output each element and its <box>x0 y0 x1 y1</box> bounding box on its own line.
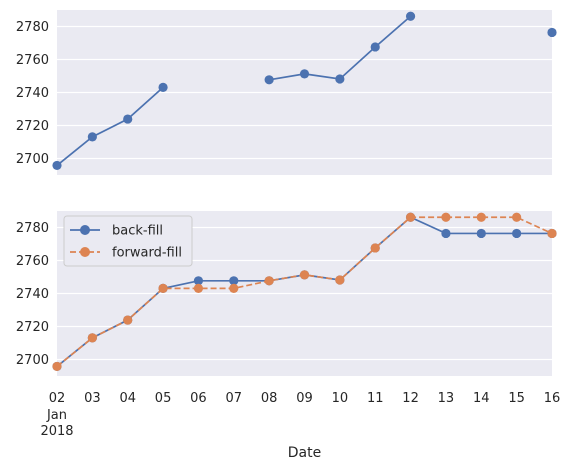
x-tick-04: 04 <box>119 391 136 406</box>
bottom-forward-fill-point-2018-01-09 <box>299 270 310 280</box>
bottom-forward-fill-point-2018-01-03 <box>87 333 97 343</box>
top-gridlines <box>57 25 552 160</box>
x-axis-label: Date <box>288 445 321 461</box>
x-tick-sublabel-2018: 2018 <box>40 424 73 439</box>
top-series-0-point-2018-01-12 <box>405 11 416 21</box>
top-series-0-point-2018-01-11 <box>370 42 380 52</box>
bottom-back-fill-point-2018-01-14 <box>476 228 486 239</box>
top-series-0-line-0 <box>56 86 164 167</box>
legend-box <box>63 215 193 267</box>
top-y-tick-2700: 2700 <box>16 152 49 167</box>
bottom-forward-fill-point-2018-01-10 <box>335 275 345 285</box>
top-y-tick-labels: 2700 2720 2740 2760 2780 <box>16 20 49 167</box>
x-tick-08: 08 <box>261 391 278 406</box>
bottom-forward-fill-point-2018-01-14 <box>476 212 486 222</box>
bottom-forward-fill-point-2018-01-05 <box>158 283 168 293</box>
bottom-forward-fill-point-2018-01-12 <box>405 212 416 222</box>
x-tick-11: 11 <box>367 391 384 406</box>
bottom-y-tick-2720: 2720 <box>16 320 49 335</box>
x-tick-05: 05 <box>155 391 172 406</box>
x-tick-14: 14 <box>473 391 490 406</box>
top-series-0-point-2018-01-16 <box>547 27 557 38</box>
bottom-y-tick-2760: 2760 <box>16 254 49 269</box>
top-series-0-point-2018-01-09 <box>299 69 310 79</box>
bottom-forward-fill-point-2018-01-02 <box>52 361 62 372</box>
bottom-forward-fill-point-2018-01-11 <box>370 243 380 253</box>
legend-label-back-fill: back-fill <box>112 224 163 239</box>
x-tick-07: 07 <box>226 391 243 406</box>
bottom-back-fill-point-2018-01-15 <box>512 228 522 239</box>
top-series-0-point-2018-01-04 <box>123 114 133 124</box>
top-y-tick-2760: 2760 <box>16 53 49 68</box>
legend-marker-back-fill <box>80 225 90 235</box>
bottom-y-tick-2740: 2740 <box>16 287 49 302</box>
top-y-tick-2740: 2740 <box>16 86 49 101</box>
legend: back-fill forward-fill <box>63 215 193 267</box>
bottom-back-fill-point-2018-01-07 <box>229 276 239 286</box>
x-tick-03: 03 <box>84 391 101 406</box>
bottom-forward-fill-point-2018-01-16 <box>547 228 557 239</box>
x-tick-09: 09 <box>296 391 313 406</box>
x-tick-10: 10 <box>332 391 349 406</box>
legend-label-forward-fill: forward-fill <box>112 246 182 261</box>
x-tick-02: 02 <box>49 391 66 406</box>
bottom-back-fill-point-2018-01-13 <box>441 228 451 239</box>
top-panel: 2700 2720 2740 2760 2780 <box>16 10 557 175</box>
bottom-panel: 2700 2720 2740 2760 2780 02 03 04 05 06 07 08 09 10 1… <box>16 211 560 461</box>
top-series-0-point-2018-01-05 <box>158 82 168 92</box>
legend-marker-forward-fill <box>80 247 90 257</box>
x-tick-15: 15 <box>508 391 525 406</box>
top-series-group <box>52 11 557 171</box>
top-series-0-point-2018-01-08 <box>264 75 274 85</box>
top-y-tick-2780: 2780 <box>16 20 49 35</box>
bottom-forward-fill-point-2018-01-13 <box>441 212 451 222</box>
x-tick-sublabel-Jan: Jan <box>46 408 67 423</box>
x-tick-13: 13 <box>438 391 455 406</box>
bottom-forward-fill-point-2018-01-07 <box>229 283 239 293</box>
top-series-0-point-2018-01-10 <box>335 74 345 84</box>
bottom-forward-fill-point-2018-01-06 <box>193 283 204 293</box>
bottom-series-group <box>52 212 557 372</box>
bottom-forward-fill-point-2018-01-15 <box>512 212 522 222</box>
top-series-0-point-2018-01-02 <box>52 160 62 171</box>
x-tick-16: 16 <box>544 391 561 406</box>
bottom-forward-fill-point-2018-01-08 <box>264 276 274 286</box>
bottom-y-tick-labels: 2700 2720 2740 2760 2780 <box>16 221 49 368</box>
x-tick-12: 12 <box>402 391 419 406</box>
bottom-forward-fill-point-2018-01-04 <box>123 315 133 325</box>
bottom-back-fill-point-2018-01-06 <box>193 276 204 286</box>
bottom-y-tick-2780: 2780 <box>16 221 49 236</box>
top-y-tick-2720: 2720 <box>16 119 49 134</box>
bottom-y-tick-2700: 2700 <box>16 353 49 368</box>
x-tick-06: 06 <box>190 391 207 406</box>
top-series-0-point-2018-01-03 <box>87 132 97 142</box>
